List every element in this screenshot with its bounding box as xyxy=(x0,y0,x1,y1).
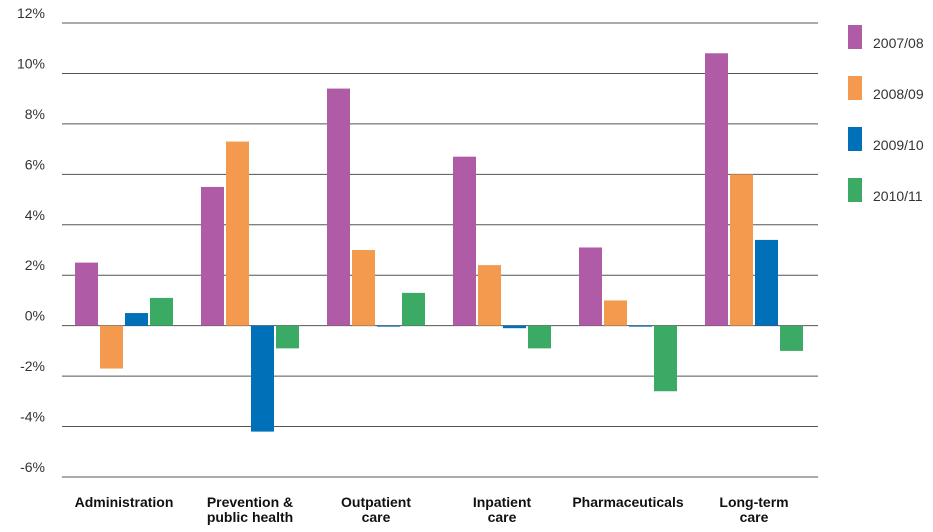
x-axis-categories: Administration Prevention &public health O… xyxy=(75,494,789,525)
bar-2008-09 xyxy=(604,300,627,326)
y-tick-label: 10% xyxy=(17,55,45,71)
gridlines xyxy=(62,22,818,478)
y-axis-ticks: -6% -4% -2% 0% 2% 4% 6% 8% 10% 12% xyxy=(17,5,45,475)
x-category-label: Inpatient xyxy=(473,494,532,510)
y-tick-label: -2% xyxy=(20,358,45,374)
legend-swatch xyxy=(848,25,862,49)
legend-swatch xyxy=(848,178,862,202)
legend-label: 2008/09 xyxy=(873,86,924,102)
y-tick-label: -4% xyxy=(20,409,45,425)
bar-2007-08 xyxy=(201,186,224,326)
legend-label: 2009/10 xyxy=(873,137,924,153)
legend-label: 2007/08 xyxy=(873,35,924,51)
x-category-label: Pharmaceuticals xyxy=(572,494,683,510)
bar-2008-09 xyxy=(100,325,123,369)
bar-2010-11 xyxy=(402,292,425,326)
bar-2007-08 xyxy=(327,88,350,326)
x-category-label: Administration xyxy=(75,494,174,510)
bar-2007-08 xyxy=(75,262,98,326)
bars xyxy=(75,53,803,432)
bar-2008-09 xyxy=(730,174,753,326)
bar-2007-08 xyxy=(453,156,476,326)
y-tick-label: -6% xyxy=(20,459,45,475)
bar-2008-09 xyxy=(352,250,375,326)
bar-2007-08 xyxy=(705,53,728,326)
y-tick-label: 8% xyxy=(25,106,45,122)
bar-2010-11 xyxy=(528,325,551,349)
y-tick-label: 6% xyxy=(25,156,45,172)
bar-2009-10 xyxy=(503,325,526,329)
bar-2009-10 xyxy=(629,325,652,327)
legend-label: 2010/11 xyxy=(873,188,923,204)
bar-2008-09 xyxy=(478,265,501,326)
bar-2010-11 xyxy=(276,325,299,349)
bar-2007-08 xyxy=(579,247,602,326)
x-category-label: Prevention & xyxy=(207,494,293,510)
bar-2010-11 xyxy=(150,297,173,326)
y-tick-label: 2% xyxy=(25,257,45,273)
bar-2010-11 xyxy=(654,325,677,392)
legend-swatch xyxy=(848,76,862,100)
bar-2010-11 xyxy=(780,325,803,351)
x-category-label: Outpatient xyxy=(341,494,411,510)
y-tick-label: 4% xyxy=(25,207,45,223)
bar-2009-10 xyxy=(125,313,148,326)
bar-2009-10 xyxy=(755,239,778,326)
x-category-label: care xyxy=(362,509,391,525)
y-tick-label: 12% xyxy=(17,5,45,21)
bar-2008-09 xyxy=(226,141,249,326)
x-category-label: care xyxy=(740,509,769,525)
legend-swatch xyxy=(848,127,862,151)
y-tick-label: 0% xyxy=(25,308,45,324)
x-category-label: care xyxy=(488,509,517,525)
x-category-label: Long-term xyxy=(719,494,788,510)
legend: 2007/08 2008/09 2009/10 2010/11 xyxy=(848,25,924,204)
x-category-label: public health xyxy=(207,509,293,525)
bar-2009-10 xyxy=(251,325,274,432)
bar-2009-10 xyxy=(377,325,400,327)
